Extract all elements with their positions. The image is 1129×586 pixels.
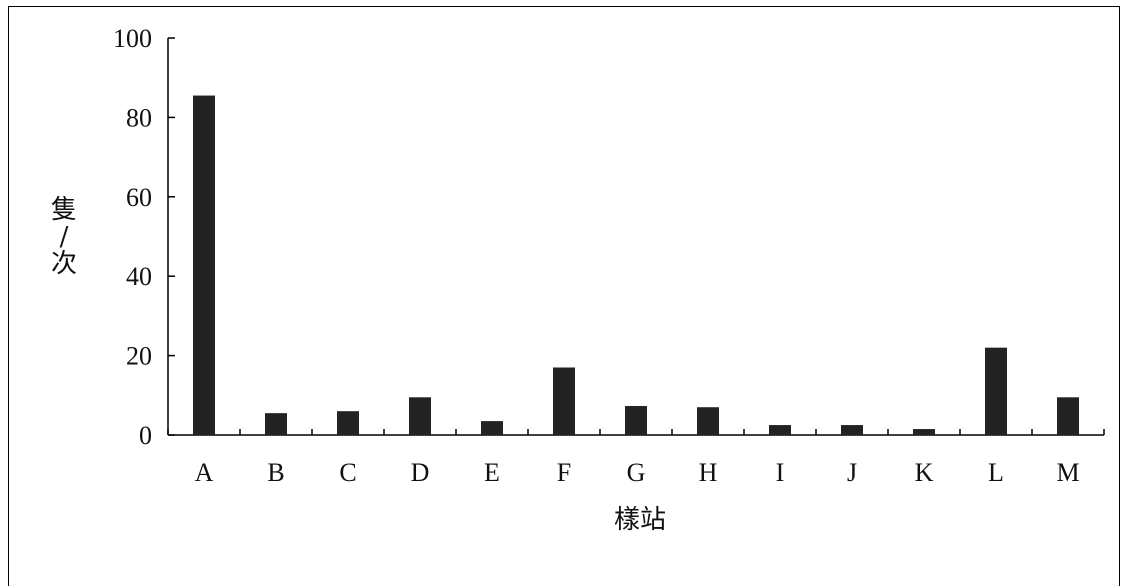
x-tick-label: F xyxy=(557,458,571,487)
x-tick-labels: A B C D E F G H I J K L M xyxy=(195,458,1080,487)
y-tick-label: 80 xyxy=(126,103,152,132)
y-axis-title-part-2: / xyxy=(60,222,69,252)
y-axis xyxy=(167,37,175,436)
x-tick-label: A xyxy=(195,458,214,487)
x-tick-label: I xyxy=(776,458,785,487)
bar-L xyxy=(985,347,1007,435)
bar-B xyxy=(265,413,287,435)
y-tick-label: 100 xyxy=(113,24,152,53)
x-tick-label: B xyxy=(267,458,284,487)
y-tick-label: 40 xyxy=(126,262,152,291)
y-axis-title-part-3: 次 xyxy=(51,249,77,279)
x-tick-label: D xyxy=(411,458,430,487)
chart-frame xyxy=(8,6,1120,586)
x-tick-label: E xyxy=(484,458,500,487)
x-tick-label: G xyxy=(627,458,646,487)
bar-chart: A B C D E F G H I J K L M 0 20 40 60 80 100 樣站 隻 / 次 xyxy=(51,24,1105,535)
x-tick-label: J xyxy=(847,458,857,487)
y-axis-title: 隻 / 次 xyxy=(51,195,77,279)
bar-E xyxy=(481,421,503,435)
bars xyxy=(193,95,1079,435)
bar-J xyxy=(841,425,863,435)
bar-F xyxy=(553,367,575,435)
bar-M xyxy=(1057,397,1079,435)
y-tick-labels: 0 20 40 60 80 100 xyxy=(113,24,152,450)
x-axis-title: 樣站 xyxy=(614,505,666,535)
x-tick-label: M xyxy=(1056,458,1079,487)
bar-A xyxy=(193,95,215,435)
bar-C xyxy=(337,411,359,435)
bar-D xyxy=(409,397,431,435)
bar-I xyxy=(769,425,791,435)
bar-G xyxy=(625,406,647,435)
y-tick-label: 60 xyxy=(126,183,152,212)
x-tick-label: K xyxy=(915,458,934,487)
bar-K xyxy=(913,429,935,435)
x-tick-label: C xyxy=(339,458,356,487)
x-tick-label: H xyxy=(699,458,718,487)
y-axis-title-part-1: 隻 xyxy=(51,195,77,225)
y-tick-label: 20 xyxy=(126,342,152,371)
y-tick-label: 0 xyxy=(139,421,152,450)
bar-H xyxy=(697,407,719,435)
x-tick-label: L xyxy=(988,458,1004,487)
